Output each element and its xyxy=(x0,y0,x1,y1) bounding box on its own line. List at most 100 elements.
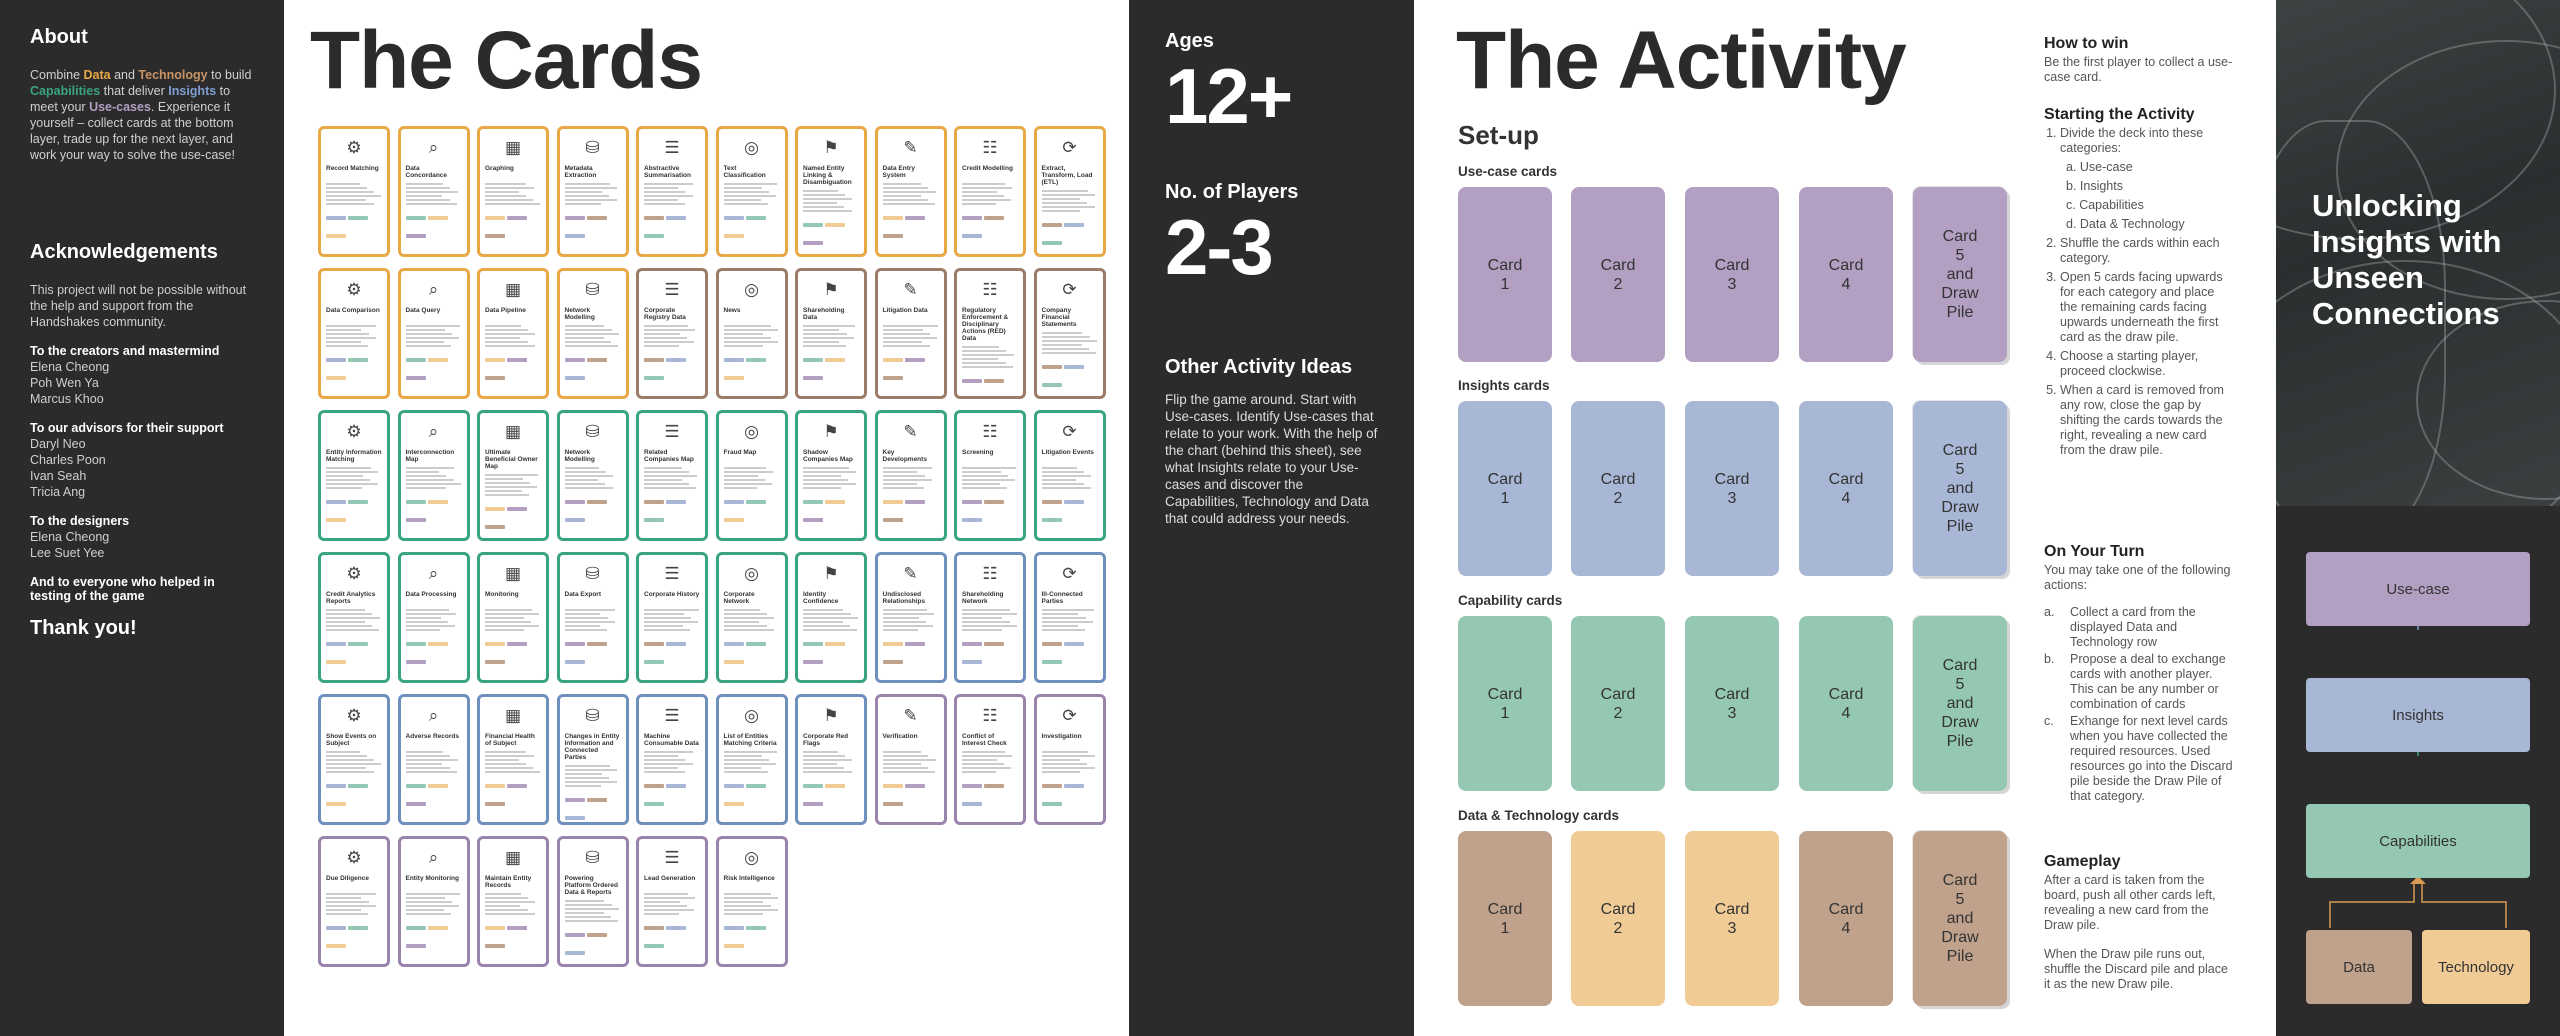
game-card: ☷ Shareholding Network xyxy=(954,552,1026,683)
game-card: ⚙ Credit Analytics Reports xyxy=(318,552,390,683)
card-tag xyxy=(405,216,426,220)
card-text-line xyxy=(326,767,367,769)
card-tag xyxy=(882,216,903,220)
card-tag xyxy=(745,784,766,788)
card-text-line xyxy=(882,483,917,485)
card-text-line xyxy=(564,187,618,189)
turn-action-text: Exhange for next level cards when you ha… xyxy=(2070,714,2233,803)
card-tag xyxy=(1041,500,1062,504)
card-text-line xyxy=(326,771,374,773)
game-card: ▦ Monitoring xyxy=(477,552,549,683)
card-text-line xyxy=(485,183,527,185)
card-text-line xyxy=(644,617,692,619)
card-text-line xyxy=(882,755,929,757)
ack-group: And to everyone who helped in testing of… xyxy=(30,575,254,603)
card-text-line xyxy=(882,333,931,335)
card-title: Data Entry System xyxy=(882,165,916,179)
card-tag xyxy=(723,944,744,948)
card-tag xyxy=(666,500,686,504)
card-text-line xyxy=(723,621,760,623)
setup-card: Card 3 xyxy=(1685,187,1779,362)
draw-pile-card: Card 5 and Draw Pile xyxy=(1913,831,2007,1006)
card-text-line xyxy=(326,763,382,765)
card-text-line xyxy=(1041,198,1081,200)
card-tag xyxy=(882,500,903,504)
card-text-line xyxy=(803,329,840,331)
card-tag xyxy=(962,234,982,238)
card-tag xyxy=(326,358,346,362)
ack-name: Charles Poon xyxy=(30,453,106,467)
card-text-line xyxy=(962,763,1004,765)
card-tag xyxy=(564,642,585,646)
card-tag xyxy=(644,944,664,948)
card-icon: ⛁ xyxy=(585,848,600,867)
card-icon: ☰ xyxy=(664,422,680,441)
card-icon: ◎ xyxy=(744,422,759,441)
card-tag xyxy=(1041,660,1062,664)
card-tag xyxy=(745,642,766,646)
card-title: Regulatory Enforcement & Disciplinary Ac… xyxy=(962,307,1009,342)
card-text-line xyxy=(564,613,601,615)
card-text-line xyxy=(803,345,847,347)
card-text-line xyxy=(405,203,458,205)
category-item: d. Data & Technology xyxy=(2066,217,2185,231)
card-icon: ⟳ xyxy=(1062,138,1077,157)
card-tag xyxy=(586,500,607,504)
card-text-line xyxy=(564,191,603,193)
card-tag xyxy=(723,642,744,646)
on-your-turn-section: On Your Turn You may take one of the fol… xyxy=(2044,544,2234,806)
card-tag xyxy=(1063,784,1084,788)
card-text-line xyxy=(882,325,938,327)
card-tag xyxy=(723,926,744,930)
card-text-line xyxy=(405,183,444,185)
card-tag xyxy=(803,376,823,380)
card-text-line xyxy=(326,199,367,201)
card-tag xyxy=(745,358,766,362)
ack-name: Elena Cheong xyxy=(30,360,110,374)
card-tag xyxy=(825,223,845,227)
card-text-line xyxy=(962,767,1012,769)
card-title: Ill-Connected Parties xyxy=(1041,591,1083,605)
card-text-line xyxy=(405,909,445,911)
card-text-line xyxy=(644,333,680,335)
card-text-line xyxy=(803,206,845,208)
game-card: ☷ Regulatory Enforcement & Disciplinary A… xyxy=(954,268,1026,399)
card-icon: ▦ xyxy=(504,564,522,583)
card-tag xyxy=(405,376,426,380)
card-text-line xyxy=(564,199,617,201)
ack-name: Poh Wen Ya xyxy=(30,376,99,390)
card-tag xyxy=(803,660,823,664)
card-tag xyxy=(882,376,903,380)
draw-pile-card: Card 5 and Draw Pile xyxy=(1913,187,2007,362)
card-text-line xyxy=(803,341,839,343)
card-text-line xyxy=(962,199,1012,201)
card-tag xyxy=(723,518,744,522)
card-text-line xyxy=(564,920,619,922)
card-text-line xyxy=(882,759,936,761)
card-tag xyxy=(1041,642,1062,646)
card-text-line xyxy=(962,475,1008,477)
card-text-line xyxy=(326,909,361,911)
starting-steps: Divide the deck into these categories: a… xyxy=(2044,126,2234,458)
card-text-line xyxy=(405,905,460,907)
card-text-line xyxy=(405,475,447,477)
about-heading: About xyxy=(30,26,88,48)
card-text-line xyxy=(644,337,688,339)
game-card: ⌕ Data Concordance xyxy=(397,126,470,257)
setup-card: Card 1 xyxy=(1458,616,1552,791)
card-text-line xyxy=(962,483,1001,485)
card-icon: ☰ xyxy=(664,848,680,867)
card-text-line xyxy=(723,487,758,489)
ack-group-heading: And to everyone who helped in testing of… xyxy=(30,575,215,603)
card-text-line xyxy=(882,199,928,201)
card-title: Corporate Network xyxy=(723,591,755,605)
card-text-line xyxy=(723,901,764,903)
card-text-line xyxy=(803,629,858,631)
card-tag xyxy=(644,216,664,220)
card-tag xyxy=(326,944,346,948)
card-text-line xyxy=(485,474,538,476)
card-title: Credit Analytics Reports xyxy=(326,591,376,605)
card-tag xyxy=(507,216,527,220)
card-title: Entity Monitoring xyxy=(405,875,459,882)
card-tag xyxy=(962,660,982,664)
